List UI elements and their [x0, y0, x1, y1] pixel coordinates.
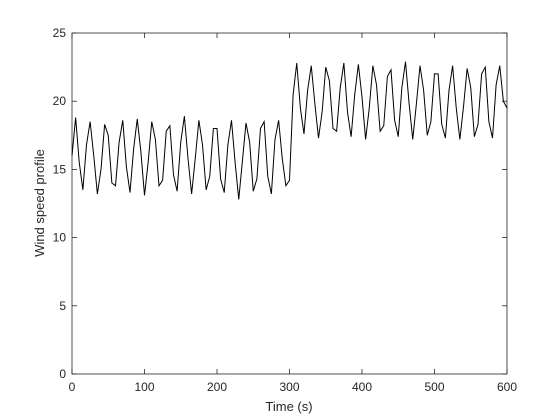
y-tick-label: 15: [53, 162, 67, 176]
y-axis-label: Wind speed profile: [32, 149, 47, 257]
x-tick-label: 300: [279, 380, 299, 394]
x-tick-label: 500: [424, 380, 444, 394]
y-tick-label: 25: [53, 26, 67, 40]
y-tick-label: 5: [59, 299, 66, 313]
axes-box: [71, 32, 508, 375]
x-tick-label: 400: [352, 380, 372, 394]
x-tick-label: 600: [497, 380, 517, 394]
x-tick-label: 100: [134, 380, 154, 394]
y-tick-label: 0: [59, 367, 66, 381]
x-tick-label: 200: [207, 380, 227, 394]
x-axis-label: Time (s): [265, 399, 312, 414]
line: [71, 61, 508, 200]
x-tick-label: 0: [69, 380, 76, 394]
y-tick-label: 20: [53, 94, 67, 108]
y-tick-label: 10: [53, 231, 67, 245]
